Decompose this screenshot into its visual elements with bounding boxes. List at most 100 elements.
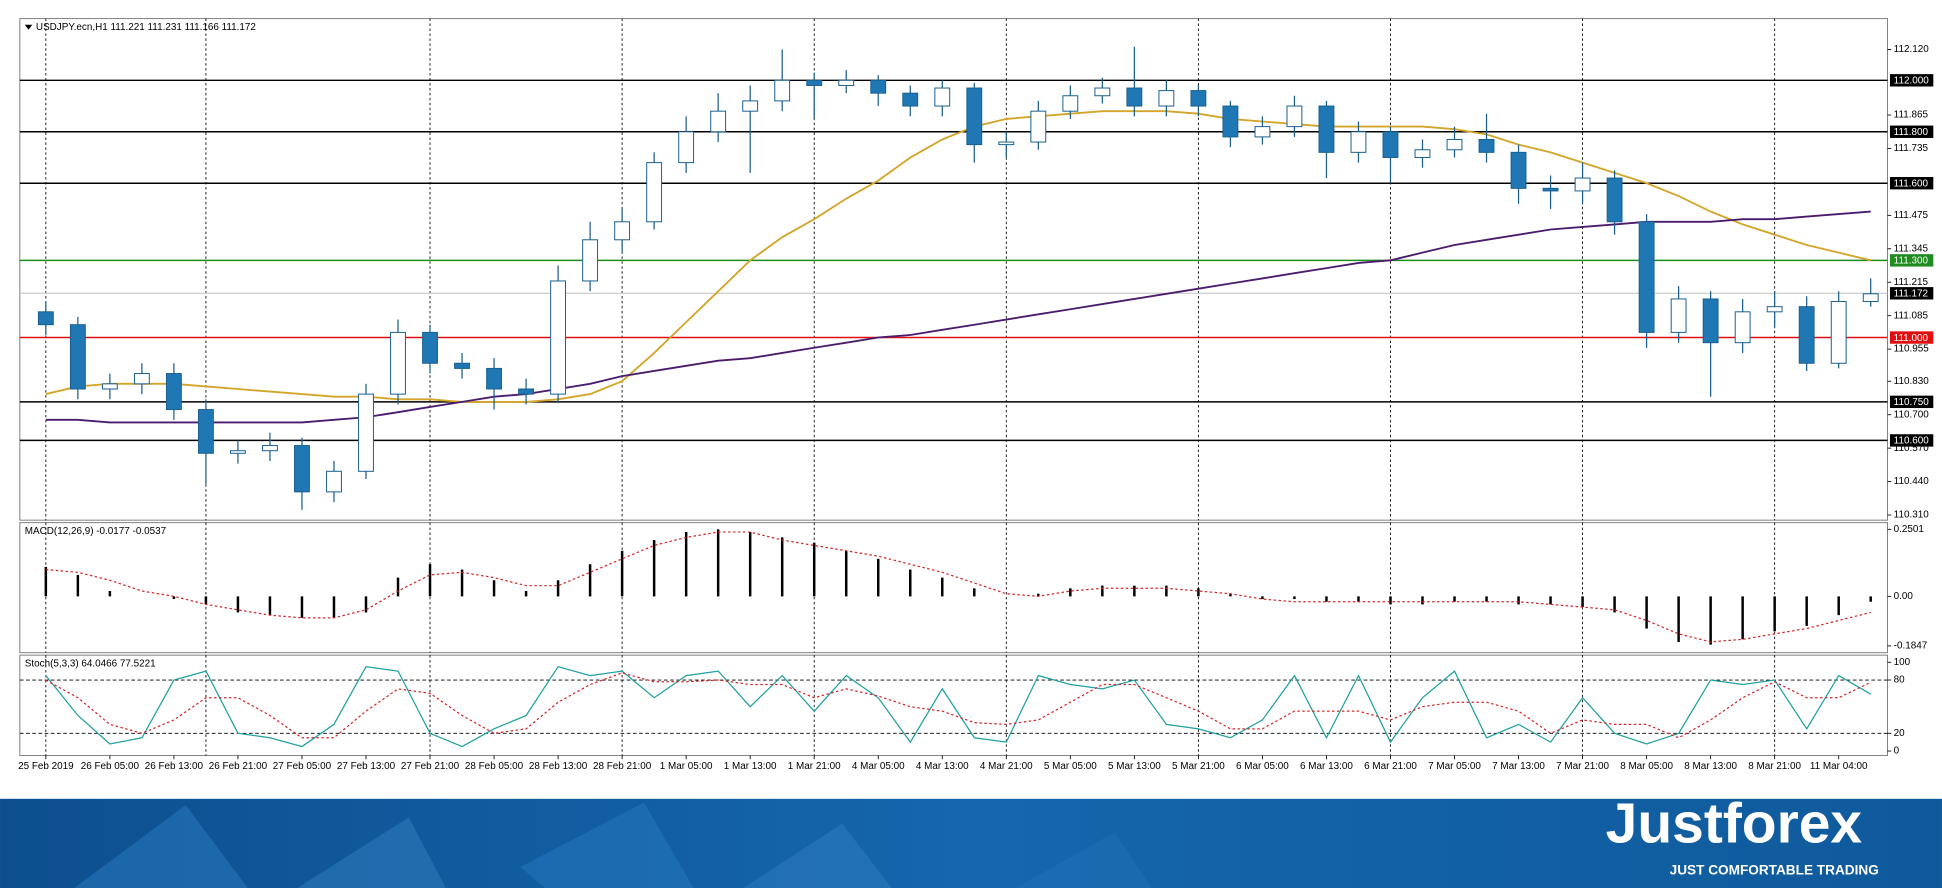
candle-body <box>806 79 823 86</box>
y-tick-label: 112.120 <box>1894 44 1930 55</box>
moving-average <box>45 110 1871 403</box>
x-tick-label: 28 Feb 05:00 <box>465 761 524 772</box>
candle-body <box>454 362 470 369</box>
candle-body <box>1382 131 1399 158</box>
y-tick-label: 111.085 <box>1894 310 1929 321</box>
x-tick-label: 26 Feb 21:00 <box>209 761 268 772</box>
y-tick-label: 100 <box>1894 657 1911 668</box>
level-label-box <box>1889 331 1934 344</box>
x-tick-label: 28 Feb 13:00 <box>529 761 588 772</box>
x-tick-label: 7 Mar 05:00 <box>1428 761 1481 772</box>
banner-shape <box>743 823 892 888</box>
banner-shape <box>1015 832 1152 888</box>
candle-body <box>1190 90 1207 107</box>
x-tick-label: 4 Mar 21:00 <box>980 761 1033 772</box>
candle-body <box>1062 95 1079 112</box>
level-label-box <box>1889 177 1934 190</box>
tagline: JUST COMFORTABLE TRADING <box>1670 862 1879 877</box>
stoch-line <box>45 672 1872 739</box>
candle-body <box>1478 138 1495 153</box>
level-label-box <box>1889 74 1934 87</box>
banner-shape <box>74 805 248 888</box>
candle-body <box>1286 105 1303 128</box>
y-tick-label: 111.865 <box>1894 110 1929 121</box>
level-label-box <box>1889 395 1934 409</box>
level-label-box <box>1889 434 1934 447</box>
candle-body <box>326 470 342 493</box>
y-tick-label: 111.345 <box>1894 243 1929 254</box>
level-label: 110.750 <box>1894 397 1930 408</box>
candle-body <box>1670 298 1687 333</box>
indicator-title: MACD(12,26,9) -0.0177 -0.0537 <box>25 526 166 537</box>
candle-body <box>1222 105 1239 138</box>
banner-shape <box>297 817 446 888</box>
candle-body <box>710 110 727 133</box>
y-tick-label: 80 <box>1894 675 1906 686</box>
y-tick-label: 110.830 <box>1894 376 1930 387</box>
candle-body <box>69 324 86 390</box>
candle-body <box>101 383 118 390</box>
candle-body <box>1094 87 1111 97</box>
level-label-box <box>1889 254 1934 267</box>
candle-body <box>646 162 663 223</box>
candle-body <box>294 445 310 493</box>
y-tick-label: 111.735 <box>1894 143 1929 154</box>
candle-body <box>678 131 695 164</box>
level-label: 111.600 <box>1894 178 1929 189</box>
y-tick-label: 110.570 <box>1894 443 1930 454</box>
level-label: 111.800 <box>1894 127 1929 138</box>
banner-bg <box>0 798 1942 888</box>
menu-triangle <box>24 24 33 30</box>
y-tick-label: 110.955 <box>1894 344 1930 355</box>
candle-body <box>133 373 150 385</box>
candle-body <box>1510 151 1527 189</box>
x-tick-label: 8 Mar 05:00 <box>1620 761 1673 772</box>
x-tick-label: 26 Feb 13:00 <box>145 761 204 772</box>
candle-body <box>197 409 214 454</box>
indicator-title: Stoch(5,3,3) 64.0466 77.5221 <box>25 658 156 669</box>
stoch-panel <box>19 654 1888 756</box>
candle-body <box>870 79 887 94</box>
y-tick-label: 111.475 <box>1894 210 1929 221</box>
x-tick-label: 25 Feb 2019 <box>18 761 74 772</box>
candle-body <box>1158 90 1175 107</box>
candle-body <box>902 92 919 107</box>
x-tick-label: 6 Mar 21:00 <box>1364 761 1417 772</box>
level-label: 112.000 <box>1894 76 1930 87</box>
logo: Justforex <box>1606 791 1863 855</box>
x-tick-label: 28 Feb 21:00 <box>593 761 652 772</box>
moving-average <box>45 210 1871 424</box>
y-tick-label: 110.700 <box>1894 409 1930 420</box>
main-panel <box>19 18 1888 521</box>
x-tick-label: 5 Mar 13:00 <box>1108 761 1161 772</box>
level-label: 110.600 <box>1894 436 1930 447</box>
candle-body <box>550 280 567 395</box>
y-tick-label: 110.310 <box>1894 510 1930 521</box>
candle-body <box>1702 298 1719 344</box>
last-price-box <box>1889 287 1934 300</box>
x-tick-label: 1 Mar 13:00 <box>724 761 777 772</box>
x-tick-label: 6 Mar 13:00 <box>1300 761 1353 772</box>
symbol-header: USDJPY.ecn,H1 111.221 111.231 111.166 11… <box>36 22 256 33</box>
candle-body <box>165 373 182 411</box>
candle-body <box>742 100 759 112</box>
candle-body <box>774 79 791 102</box>
candle-body <box>1606 177 1623 223</box>
stoch-line <box>45 665 1872 748</box>
y-tick-label: -0.1847 <box>1894 641 1928 652</box>
candle-body <box>262 445 278 452</box>
x-tick-label: 26 Feb 05:00 <box>81 761 140 772</box>
x-tick-label: 7 Mar 13:00 <box>1492 761 1545 772</box>
candle-body <box>422 331 438 364</box>
candle-body <box>1798 306 1815 364</box>
x-tick-label: 1 Mar 05:00 <box>660 761 713 772</box>
level-label: 111.000 <box>1894 333 1929 344</box>
candle-body <box>37 311 54 326</box>
x-tick-label: 8 Mar 21:00 <box>1748 761 1801 772</box>
macd-signal <box>45 531 1871 643</box>
x-tick-label: 6 Mar 05:00 <box>1236 761 1289 772</box>
candle-body <box>1318 105 1335 153</box>
y-tick-label: 20 <box>1894 728 1906 739</box>
candle-body <box>1126 87 1143 107</box>
y-tick-label: 0 <box>1894 746 1900 757</box>
